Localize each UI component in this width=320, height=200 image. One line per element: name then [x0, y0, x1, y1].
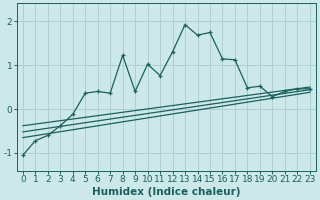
X-axis label: Humidex (Indice chaleur): Humidex (Indice chaleur) — [92, 187, 241, 197]
